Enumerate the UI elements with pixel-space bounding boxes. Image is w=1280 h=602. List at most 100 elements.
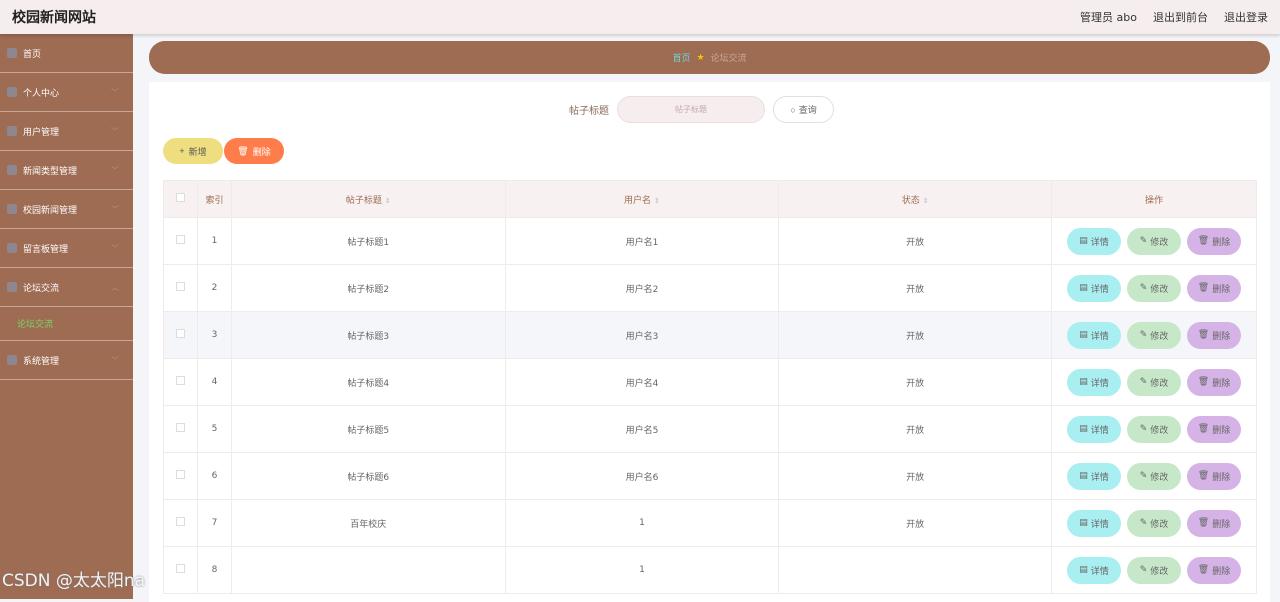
table-row: 6 帖子标题6 用户名6 开放 ▤ 详情 ✎ 修改 🗑 删除 xyxy=(163,452,1257,500)
sidebar-subitem-active[interactable]: 论坛交流 xyxy=(0,307,133,341)
detail-button[interactable]: ▤ 详情 xyxy=(1067,321,1121,349)
row-checkbox[interactable] xyxy=(175,329,185,338)
edit-button[interactable]: ✎ 修改 xyxy=(1127,274,1181,302)
detail-label: 详情 xyxy=(1090,519,1109,530)
sidebar-item-6[interactable]: 论坛交流 ︿ xyxy=(0,268,133,307)
table-row: 2 帖子标题2 用户名2 开放 ▤ 详情 ✎ 修改 🗑 删除 xyxy=(163,264,1257,312)
detail-button[interactable]: ▤ 详情 xyxy=(1067,556,1121,584)
sidebar-item-1[interactable]: 个人中心 ﹀ xyxy=(0,73,133,112)
row-checkbox-cell[interactable] xyxy=(163,546,198,594)
select-all-checkbox[interactable] xyxy=(175,193,185,202)
row-checkbox[interactable] xyxy=(175,564,185,573)
edit-button[interactable]: ✎ 修改 xyxy=(1127,368,1181,396)
col-status[interactable]: 状态 ⇕ xyxy=(778,180,1052,218)
delete-button[interactable]: 🗑 删除 xyxy=(1187,556,1241,584)
sort-icon[interactable]: ⇕ xyxy=(654,196,660,205)
sidebar-item-4[interactable]: 校园新闻管理 ﹀ xyxy=(0,190,133,229)
sidebar-item-0[interactable]: 首页 xyxy=(0,34,133,73)
edit-button[interactable]: ✎ 修改 xyxy=(1127,509,1181,537)
row-checkbox-cell[interactable] xyxy=(163,311,198,359)
top-header: 校园新闻网站 管理员 abo 退出到前台 退出登录 xyxy=(0,0,1280,34)
row-checkbox[interactable] xyxy=(175,282,185,291)
detail-button[interactable]: ▤ 详情 xyxy=(1067,462,1121,490)
delete-button[interactable]: 🗑 删除 xyxy=(1187,415,1241,443)
document-icon: ▤ xyxy=(1079,377,1088,387)
edit-button[interactable]: ✎ 修改 xyxy=(1127,462,1181,490)
cell-index: 6 xyxy=(196,452,232,500)
delete-button[interactable]: 🗑 删除 xyxy=(1187,462,1241,490)
select-all-header[interactable] xyxy=(163,180,198,218)
row-checkbox[interactable] xyxy=(175,517,185,526)
sort-icon[interactable]: ⇕ xyxy=(384,196,391,205)
delete-button[interactable]: 🗑 删除 xyxy=(1187,227,1241,255)
detail-button[interactable]: ▤ 详情 xyxy=(1067,415,1121,443)
row-checkbox[interactable] xyxy=(175,235,185,244)
table-row: 8 1 ▤ 详情 ✎ 修改 🗑 删除 xyxy=(163,546,1257,594)
trash-icon: 🗑 xyxy=(1197,424,1210,434)
row-checkbox-cell[interactable] xyxy=(163,499,198,547)
sidebar-item-3[interactable]: 新闻类型管理 ﹀ xyxy=(0,151,133,190)
edit-label: 修改 xyxy=(1150,237,1169,248)
sidebar-item-5[interactable]: 留言板管理 ﹀ xyxy=(0,229,133,268)
search-bar: 帖子标题 ○查询 xyxy=(569,96,834,123)
breadcrumb-home[interactable]: 首页 xyxy=(672,54,691,64)
detail-button[interactable]: ▤ 详情 xyxy=(1067,509,1121,537)
edit-button[interactable]: ✎ 修改 xyxy=(1127,321,1181,349)
edit-button[interactable]: ✎ 修改 xyxy=(1127,227,1181,255)
back-to-front-link[interactable]: 退出到前台 xyxy=(1153,11,1208,24)
cell-title: 帖子标题2 xyxy=(230,264,506,312)
logout-link[interactable]: 退出登录 xyxy=(1224,11,1268,24)
col-title[interactable]: 帖子标题 ⇕ xyxy=(230,180,506,218)
sidebar-item-7[interactable]: 系统管理 ﹀ xyxy=(0,341,133,380)
edit-button[interactable]: ✎ 修改 xyxy=(1127,415,1181,443)
delete-label: 删除 xyxy=(252,146,271,157)
user-icon xyxy=(7,243,17,253)
edit-label: 修改 xyxy=(1150,331,1169,342)
add-button[interactable]: + 新增 xyxy=(163,138,223,164)
document-icon: ▤ xyxy=(1079,518,1088,528)
briefcase-icon xyxy=(7,282,17,292)
detail-label: 详情 xyxy=(1090,284,1109,295)
detail-label: 详情 xyxy=(1090,472,1109,483)
detail-button[interactable]: ▤ 详情 xyxy=(1067,368,1121,396)
row-checkbox-cell[interactable] xyxy=(163,217,198,265)
sort-icon[interactable]: ⇕ xyxy=(922,196,929,205)
query-button[interactable]: ○ 查询 xyxy=(773,96,834,123)
row-checkbox[interactable] xyxy=(175,423,185,432)
row-checkbox-cell[interactable] xyxy=(163,358,198,406)
col-username[interactable]: 用户名 ⇕ xyxy=(504,180,780,218)
row-checkbox-cell[interactable] xyxy=(163,452,198,500)
row-checkbox[interactable] xyxy=(175,376,185,385)
delete-button[interactable]: 🗑 删除 xyxy=(1187,321,1241,349)
search-label: 帖子标题 xyxy=(569,106,609,117)
edit-button[interactable]: ✎ 修改 xyxy=(1127,556,1181,584)
flag-icon xyxy=(7,165,17,175)
chevron-down-icon: ﹀ xyxy=(111,243,119,253)
document-icon: ▤ xyxy=(1079,283,1088,293)
delete-button[interactable]: 🗑 删除 xyxy=(1187,509,1241,537)
cell-actions: ▤ 详情 ✎ 修改 🗑 删除 xyxy=(1051,217,1257,265)
delete-button[interactable]: 🗑 删除 xyxy=(1187,368,1241,396)
row-checkbox[interactable] xyxy=(175,470,185,479)
cell-actions: ▤ 详情 ✎ 修改 🗑 删除 xyxy=(1051,358,1257,406)
pencil-icon: ✎ xyxy=(1139,283,1148,293)
chevron-up-icon: ︿ xyxy=(111,282,119,292)
row-checkbox-cell[interactable] xyxy=(163,405,198,453)
sidebar-item-2[interactable]: 用户管理 ﹀ xyxy=(0,112,133,151)
delete-button[interactable]: 🗑 删除 xyxy=(1187,274,1241,302)
cell-title: 帖子标题5 xyxy=(230,405,506,453)
batch-delete-button[interactable]: 🗑 删除 xyxy=(224,138,284,164)
cell-username: 用户名2 xyxy=(504,264,780,312)
chart-icon xyxy=(7,355,17,365)
detail-button[interactable]: ▤ 详情 xyxy=(1067,227,1121,255)
posts-table: 索引 帖子标题 ⇕ 用户名 ⇕ 状态 ⇕ 操作 1 帖子标题1 用户名1 开放 ▤ 详情 ✎ 修… xyxy=(163,180,1257,594)
cell-status: 开放 xyxy=(778,405,1052,453)
delete-label: 删除 xyxy=(1212,472,1231,483)
detail-button[interactable]: ▤ 详情 xyxy=(1067,274,1121,302)
content-panel: 帖子标题 ○查询 +新增 🗑删除 索引 帖子标题⇕ 用户名⇕ 状态⇕ 操作 1帖… xyxy=(149,82,1270,602)
row-checkbox-cell[interactable] xyxy=(163,264,198,312)
delete-label: 删除 xyxy=(1212,331,1231,342)
col-username-label: 用户名 xyxy=(624,195,652,206)
trash-icon: 🗑 xyxy=(1197,330,1210,340)
search-input[interactable] xyxy=(617,96,765,123)
